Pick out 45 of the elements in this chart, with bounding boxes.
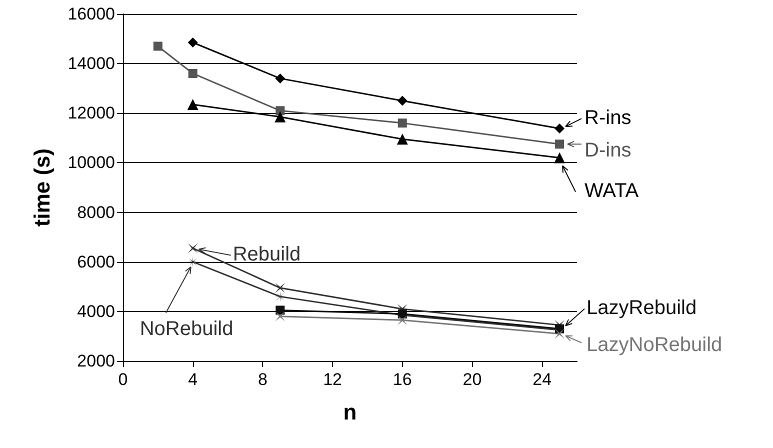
point [276,306,285,315]
legend-label: LazyNoRebuild [586,334,722,356]
point [398,118,407,128]
y-tick-label: 14000 [68,54,115,74]
point [396,134,408,145]
legend-label: LazyRebuild [586,297,697,320]
point [554,152,566,164]
x-tick-label: 8 [258,370,268,389]
point [275,311,286,322]
point [153,42,162,51]
point [397,315,408,326]
y-tick-label: 2000 [77,352,115,370]
y-tick-label: 4000 [77,302,115,321]
y-axis-title: time (s) [30,148,54,227]
x-tick-label: 0 [118,370,128,389]
y-tick-label: 16000 [68,4,115,24]
point [397,96,408,106]
point [554,328,565,339]
series-label: NoRebuild [140,318,234,340]
point [276,106,285,116]
point [275,73,286,84]
point [274,111,286,122]
point [188,243,198,254]
point [188,68,198,78]
y-tick-label: 8000 [77,202,115,222]
x-tick-label: 4 [188,370,198,389]
legend-label: R-ins [584,106,632,129]
x-tick-label: 24 [532,370,552,389]
x-tick-label: 16 [392,370,412,389]
y-tick-label: 6000 [77,252,115,272]
legend-label: Rebuild [232,244,301,266]
point [187,256,198,268]
point [275,282,286,293]
point [188,38,198,48]
point [398,309,407,318]
point [187,98,198,110]
legend-label: WATA [584,180,640,202]
x-tick-label: 20 [462,370,482,389]
point [554,124,565,134]
x-axis-title: n [343,400,357,424]
y-tick-label: 12000 [68,104,115,123]
point [555,140,564,149]
legend-label: D-ins [584,139,632,162]
x-tick-label: 12 [323,370,342,389]
y-tick-label: 10000 [68,153,115,172]
